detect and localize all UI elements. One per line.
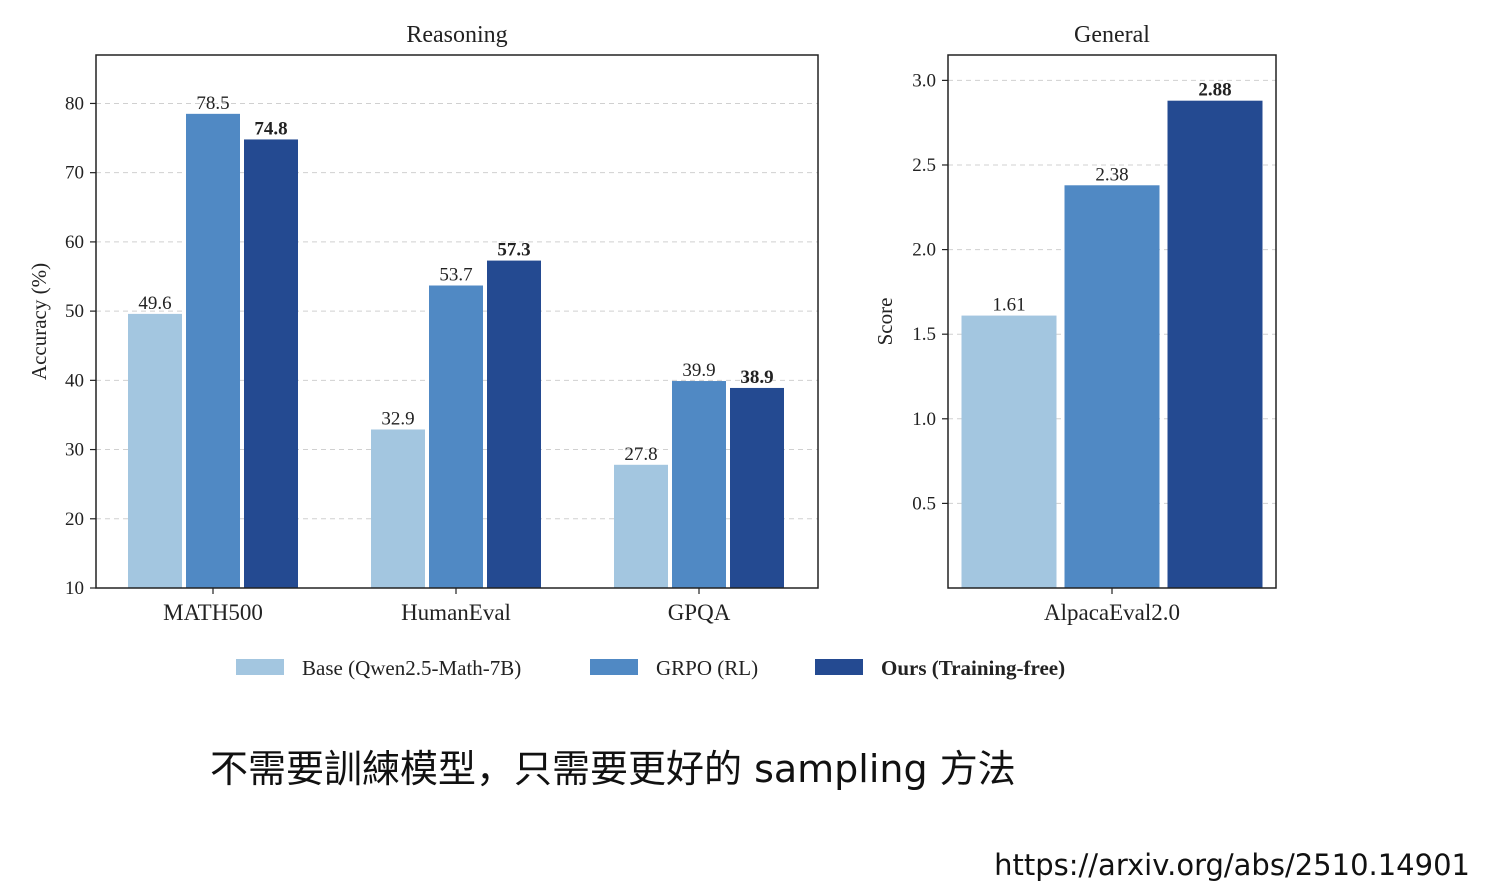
bar xyxy=(961,315,1057,588)
y-tick-label: 50 xyxy=(65,301,84,322)
legend-label: Ours (Training-free) xyxy=(881,656,1065,680)
plot-frame xyxy=(95,54,819,589)
data-label: 27.8 xyxy=(624,444,657,465)
y-tick-label: 2.5 xyxy=(912,155,936,176)
chart-title: Reasoning xyxy=(406,22,507,48)
y-tick-label: 1.0 xyxy=(912,409,936,430)
y-tick-label: 30 xyxy=(65,440,84,461)
bar xyxy=(128,313,182,588)
data-label: 39.9 xyxy=(682,360,715,381)
plot-frame xyxy=(947,54,1277,589)
bar xyxy=(672,381,726,588)
bar xyxy=(429,285,483,588)
data-label: 1.61 xyxy=(992,295,1025,316)
y-tick-label: 60 xyxy=(65,232,84,253)
data-label: 78.5 xyxy=(196,93,229,114)
data-label: 74.8 xyxy=(254,118,287,139)
data-label: 49.6 xyxy=(138,293,171,314)
bar xyxy=(1064,185,1160,589)
legend-swatch xyxy=(236,659,284,675)
legend-label: GRPO (RL) xyxy=(656,656,758,680)
source-link[interactable]: https://arxiv.org/abs/2510.14901 xyxy=(994,848,1470,882)
x-tick-label: MATH500 xyxy=(163,600,263,625)
y-tick-label: 2.0 xyxy=(912,240,936,261)
bar xyxy=(730,387,784,588)
bar xyxy=(1167,100,1263,588)
x-tick-label: AlpacaEval2.0 xyxy=(1044,600,1180,625)
y-tick-label: 70 xyxy=(65,163,84,184)
bar xyxy=(487,260,541,588)
bar xyxy=(244,139,298,589)
slide-caption: 不需要訓練模型，只需要更好的 sampling 方法 xyxy=(210,747,1016,791)
x-tick-label: GPQA xyxy=(668,600,731,625)
legend-swatch xyxy=(590,659,638,675)
chart-title: General xyxy=(1074,22,1150,48)
y-axis-label: Accuracy (%) xyxy=(27,263,51,380)
bar xyxy=(614,464,668,588)
y-tick-label: 10 xyxy=(65,578,84,599)
data-label: 53.7 xyxy=(439,265,472,286)
x-tick-label: HumanEval xyxy=(401,600,511,625)
data-label: 57.3 xyxy=(497,240,530,261)
data-label: 2.38 xyxy=(1095,164,1128,185)
y-tick-label: 3.0 xyxy=(912,70,936,91)
y-axis-label: Score xyxy=(873,298,897,346)
y-tick-label: 1.5 xyxy=(912,324,936,345)
y-tick-label: 0.5 xyxy=(912,493,936,514)
bar xyxy=(186,113,240,589)
data-label: 2.88 xyxy=(1198,80,1231,101)
bar xyxy=(371,429,425,588)
data-label: 38.9 xyxy=(740,367,773,388)
y-tick-label: 40 xyxy=(65,370,84,391)
data-label: 32.9 xyxy=(381,408,414,429)
y-tick-label: 80 xyxy=(65,93,84,114)
legend-swatch xyxy=(815,659,863,675)
legend-label: Base (Qwen2.5-Math-7B) xyxy=(302,656,521,680)
y-tick-label: 20 xyxy=(65,509,84,530)
